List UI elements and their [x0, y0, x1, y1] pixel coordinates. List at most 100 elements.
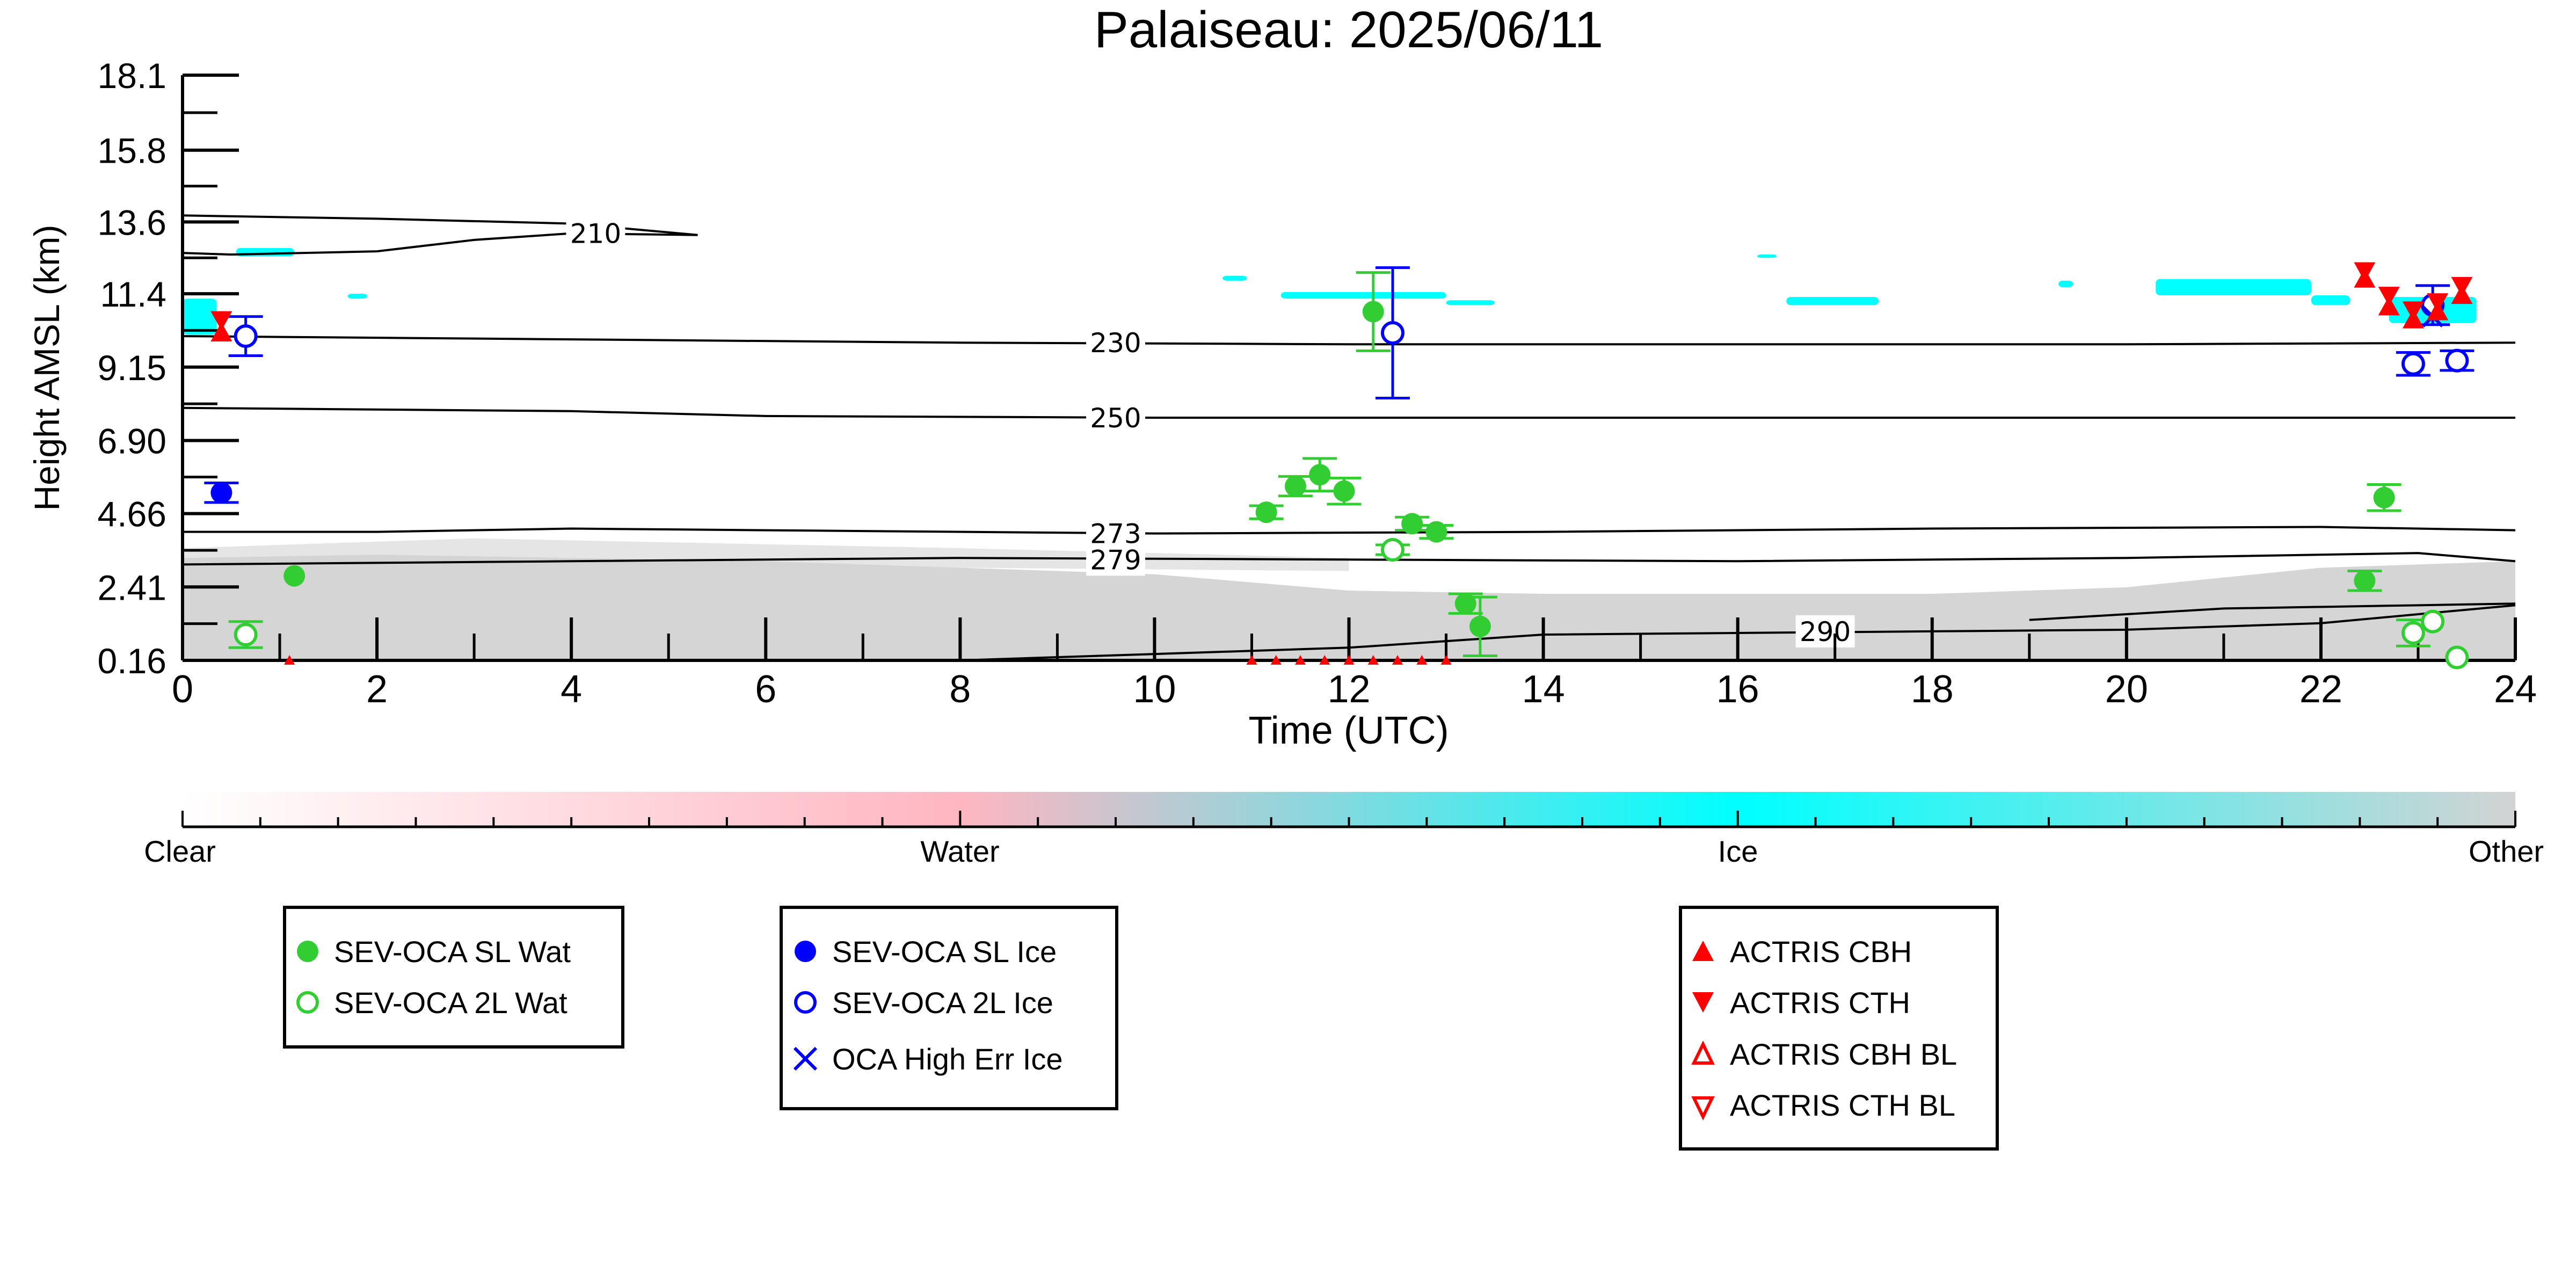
data-point	[2427, 293, 2449, 313]
x-tick-label: 6	[755, 668, 776, 711]
legend-label-sl-wat: SEV-OCA SL Wat	[334, 935, 571, 969]
x-tick-label: 22	[2300, 668, 2342, 711]
data-point	[2354, 570, 2376, 592]
data-point	[1416, 655, 1428, 665]
contour-line	[2029, 602, 2515, 621]
data-point	[2354, 262, 2376, 282]
x-ticks: 0 2 4 6 8 10 12 14 16 18 20 22 24	[172, 617, 2537, 711]
colorbar-label-clear: Clear	[144, 834, 216, 868]
x-tick-label: 20	[2105, 668, 2148, 711]
legend-marker-cth	[1692, 992, 1714, 1013]
x-axis-label: Time (UTC)	[1248, 709, 1449, 752]
legend-water: SEV-OCA SL Wat SEV-OCA 2L Wat	[283, 906, 624, 1049]
contour-label: 230	[1090, 328, 1141, 359]
contour-line	[183, 526, 2515, 535]
ice-mask-patch	[183, 299, 217, 335]
legend-marker-2l-wat	[296, 991, 319, 1014]
contour-label-bg	[1086, 543, 1145, 576]
legend-actris: ACTRIS CBH ACTRIS CTH ACTRIS CBH BL ACTR…	[1679, 906, 1999, 1151]
legend-label-cth-bl: ACTRIS CTH BL	[1730, 1088, 1955, 1122]
legend-label-cbh-bl: ACTRIS CBH BL	[1730, 1037, 1957, 1071]
ice-mask-patch	[1757, 254, 1777, 258]
y-tick-label: 0.16	[98, 641, 166, 681]
series-sev-oca-sl-ice	[204, 481, 239, 504]
data-point	[210, 311, 232, 331]
data-point	[1309, 464, 1331, 486]
ice-mask-patch	[347, 294, 367, 299]
data-point	[1294, 655, 1306, 665]
contour-label-bg	[1086, 401, 1145, 434]
contour-label-bg	[1795, 615, 1855, 647]
data-point	[210, 482, 232, 504]
y-ticks: 0.16 2.41 4.66 6.90 9.15 11.4 13.6 15.8 18.1	[98, 56, 239, 681]
y-tick-label: 9.15	[98, 348, 166, 388]
data-point	[1343, 655, 1355, 665]
data-point	[2378, 287, 2400, 307]
colorbar-label-ice: Ice	[1718, 834, 1758, 868]
data-point	[1425, 521, 1447, 543]
legend-label-2l-wat: SEV-OCA 2L Wat	[334, 986, 567, 1020]
legend-marker-cth-bl	[1691, 1096, 1715, 1120]
x-tick-label: 16	[1716, 668, 1759, 711]
contour-label: 279	[1090, 544, 1141, 576]
data-point	[1367, 655, 1379, 665]
data-point	[2445, 348, 2469, 373]
colorbar-ticks	[181, 811, 2516, 827]
contour-label: 290	[1800, 616, 1851, 647]
cloud-mask-layer	[183, 248, 2515, 660]
contour-label-bg	[566, 217, 625, 250]
data-point	[2451, 276, 2473, 296]
ice-mask-region	[183, 248, 2477, 335]
data-point	[1284, 475, 1306, 497]
contour-label-bg	[1086, 326, 1145, 359]
ice-mask-patch	[1222, 275, 1247, 281]
data-series	[204, 262, 2475, 670]
y-tick-label: 11.4	[100, 274, 166, 314]
y-tick-label: 6.90	[98, 421, 166, 461]
data-point	[284, 655, 295, 665]
legend-marker-cbh	[1692, 941, 1714, 961]
data-point	[1440, 655, 1452, 665]
data-point	[1246, 655, 1257, 665]
series-actris-cth	[210, 262, 2473, 331]
contour-line	[183, 406, 2515, 419]
data-point	[2421, 609, 2445, 634]
ice-mask-patch	[2311, 295, 2351, 305]
legend-label-2l-ice: SEV-OCA 2L Ice	[832, 986, 1053, 1020]
colorbar-label-other: Other	[2469, 834, 2544, 868]
legend-marker-cbh-bl	[1691, 1040, 1715, 1065]
x-tick-label: 4	[561, 668, 582, 711]
ice-mask-patch	[2156, 279, 2311, 296]
legend-box	[283, 906, 624, 1049]
legend-box	[780, 906, 1118, 1110]
y-tick-label: 4.66	[98, 494, 166, 534]
data-point	[210, 322, 232, 341]
data-point	[1380, 321, 1405, 345]
legend-marker-sl-ice	[795, 941, 816, 962]
x-tick-label: 14	[1522, 668, 1565, 711]
data-point	[1469, 615, 1491, 637]
data-point	[2401, 621, 2425, 645]
contour-label: 250	[1090, 403, 1141, 434]
contour-line	[183, 335, 2515, 346]
legend-marker-sl-wat	[297, 941, 318, 962]
data-point	[234, 324, 258, 348]
legend-label-high-err-ice: OCA High Err Ice	[832, 1042, 1063, 1076]
series-sev-oca-2l-wat	[228, 538, 2469, 670]
x-tick-label: 2	[366, 668, 388, 711]
x-tick-label: 10	[1133, 668, 1176, 711]
x-tick-label: 12	[1327, 668, 1370, 711]
data-point	[1270, 655, 1282, 665]
legend-marker-high-err-ice	[793, 1046, 818, 1071]
legend-label-sl-ice: SEV-OCA SL Ice	[832, 935, 1057, 969]
series-sev-oca-2l-ice	[228, 266, 2475, 400]
ice-mask-patch	[2058, 280, 2073, 287]
data-point	[1319, 655, 1330, 665]
y-tick-label: 18.1	[98, 56, 166, 96]
y-tick-label: 15.8	[98, 131, 166, 171]
data-point	[1392, 655, 1403, 665]
data-point	[1362, 301, 1384, 323]
colorbar: Clear Water Ice Other	[144, 792, 2544, 868]
chart-title: Palaiseau: 2025/06/11	[1094, 1, 1603, 59]
